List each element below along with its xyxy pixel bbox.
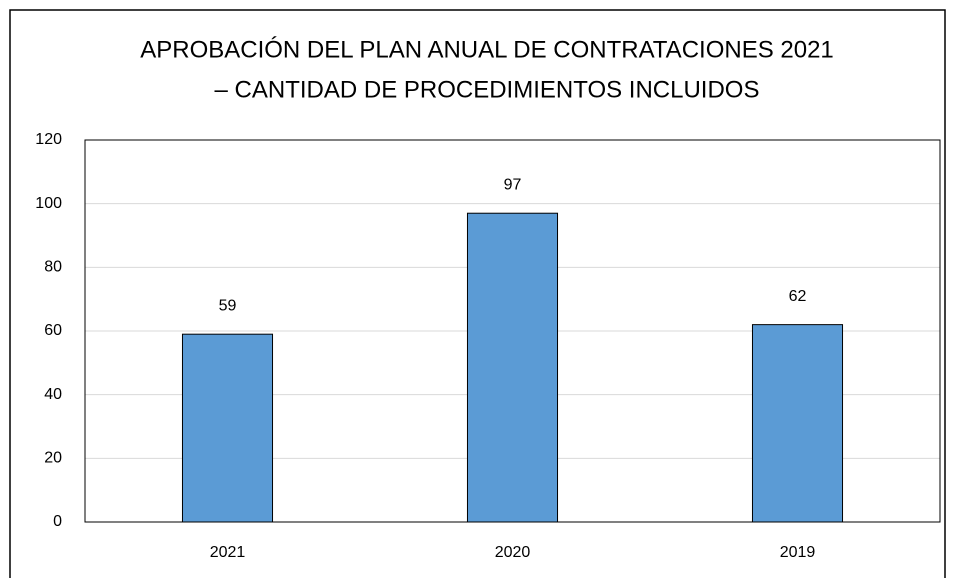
y-tick-label: 40 [44,386,62,403]
y-tick-label: 0 [53,513,62,530]
y-tick-label: 20 [44,450,62,467]
y-tick-label: 60 [44,322,62,339]
data-label: 62 [789,288,807,305]
x-tick-label: 2020 [495,544,531,561]
chart-title: APROBACIÓN DEL PLAN ANUAL DE CONTRATACIO… [140,36,834,63]
bar [181,333,274,523]
data-label: 59 [219,297,237,314]
y-tick-label: 80 [44,259,62,276]
data-label: 97 [504,176,522,193]
y-tick-label: 100 [35,195,62,212]
bar [466,212,559,523]
x-tick-label: 2021 [210,544,246,561]
y-tick-label: 120 [35,131,62,148]
x-tick-label: 2019 [780,544,816,561]
chart-title: – CANTIDAD DE PROCEDIMIENTOS INCLUIDOS [215,76,760,103]
bar [751,324,844,523]
